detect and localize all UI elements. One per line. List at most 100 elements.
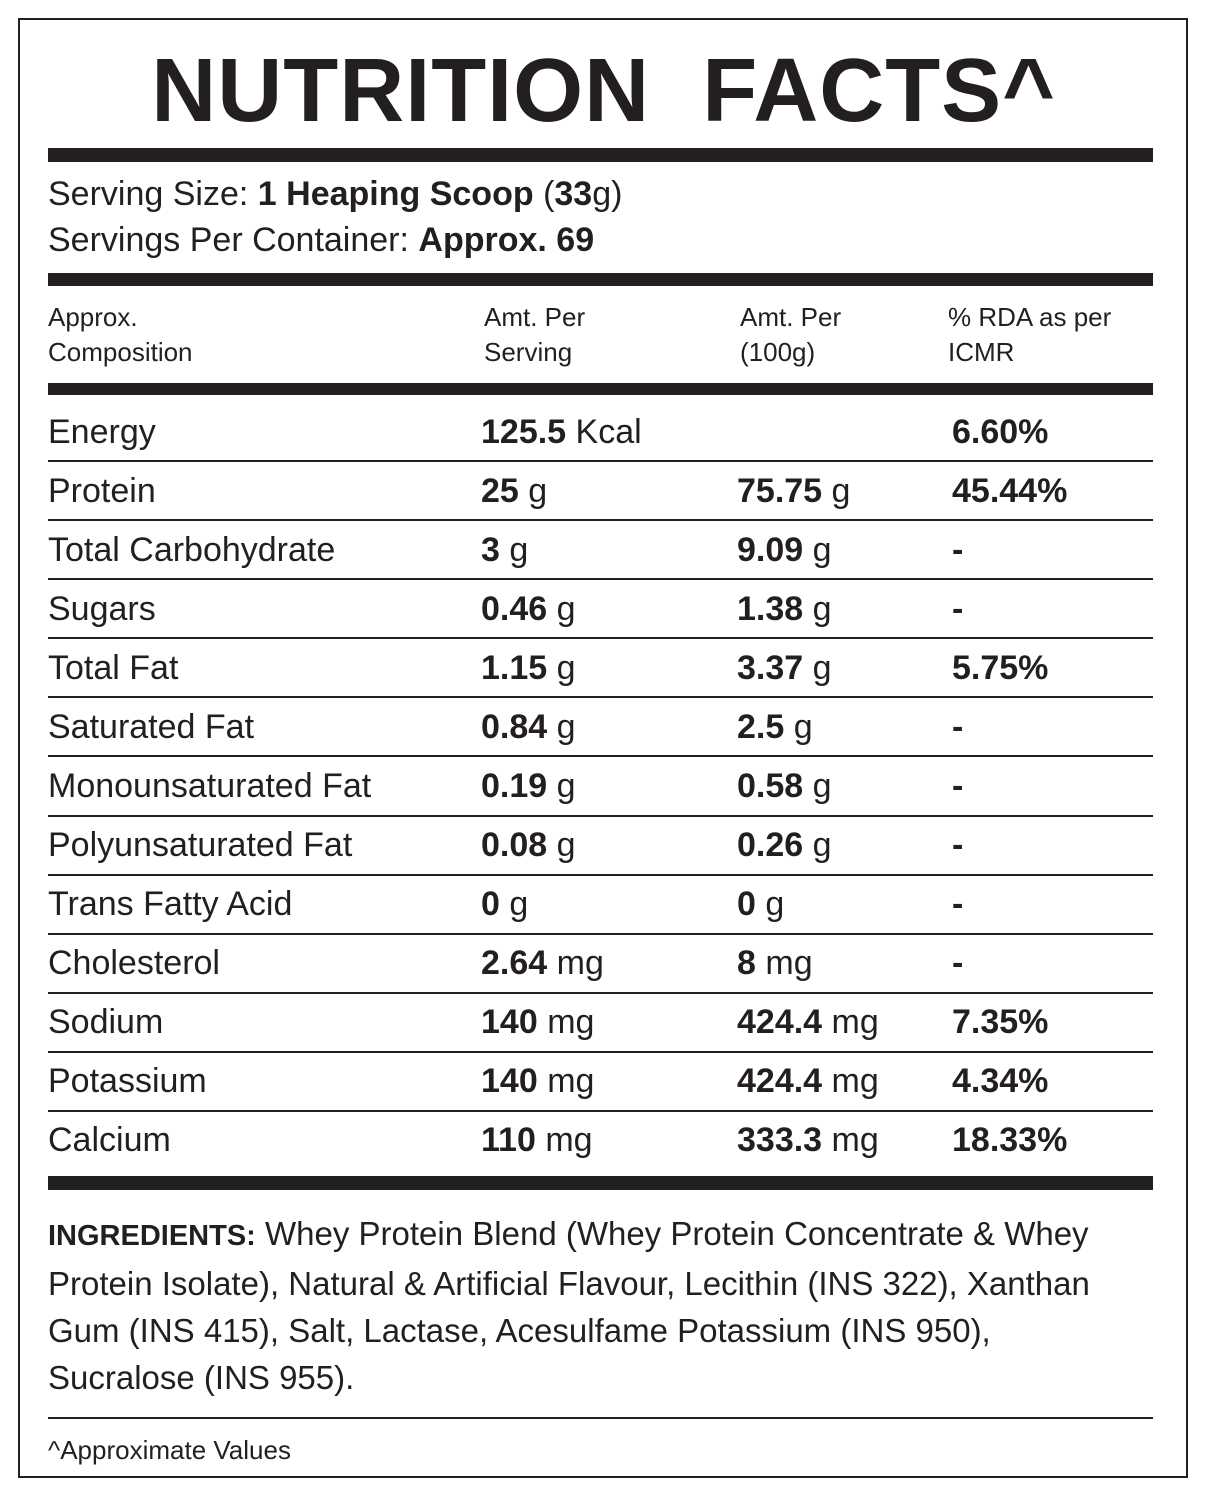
rda: 4.34% [952,1062,1049,1101]
row-divider [48,991,1153,994]
header-line: % RDA as per [948,302,1112,332]
row-divider [48,460,1153,463]
amount-unit: g [556,707,576,746]
amount: 140 mg [481,1002,594,1042]
amount-value: 0.84 [481,707,548,746]
amount-unit: g [556,589,576,628]
amount: 1.15 g [481,648,576,688]
amount-value: 2.64 [481,944,548,983]
nutrient-name: Cholesterol [48,944,220,983]
nutrient-name: Saturated Fat [48,707,255,746]
rda: - [952,530,964,569]
divider [48,383,1153,395]
weight: 33 [554,175,593,213]
unit: g) [592,175,623,213]
amount-unit: g [831,471,851,510]
amount-value: 3 [481,530,500,569]
amount-value: 0.26 [737,826,804,865]
amount-value: 140 [481,1062,538,1101]
amount-unit: g [812,589,832,628]
amount-value: 110 [481,1121,536,1160]
serving-size: Serving Size: 1 Heaping Scoop (33g) [48,175,622,214]
row-divider [48,519,1153,522]
rda: 45.44% [952,471,1068,510]
header-line: Approx. [48,302,138,332]
amount-value: 8 [737,944,756,983]
rda: 7.35% [952,1003,1049,1042]
row-divider [48,1109,1153,1112]
row-divider [48,1050,1153,1053]
rda: 18.33% [952,1121,1068,1160]
amount-value: 0.19 [481,767,548,805]
amount-value: 25 [481,471,519,510]
row-divider [48,932,1153,935]
row-divider [48,873,1153,876]
amount-unit: g [528,471,548,510]
amount-value: 0.58 [737,767,804,805]
rda: - [952,707,964,746]
amount-value: 0.08 [481,826,548,865]
amount-unit: g [812,648,832,687]
amount-value: 0 [737,885,756,924]
amount: 3 g [481,530,528,570]
amount-value: 75.75 [737,471,823,510]
amount-unit: mg [547,1062,595,1101]
amount-value: 2.5 [737,707,785,746]
amount-unit: mg [831,1121,879,1160]
amount-unit: g [556,648,576,687]
amount: 25 g [481,471,547,511]
nutrient-name: Protein [48,471,156,510]
amount-unit: g [556,826,576,865]
title: NUTRITION FACTS^ [151,41,1056,141]
amount: 2.64 mg [481,943,604,983]
amount-unit: g [509,530,529,569]
nutrient-name: Monounsaturated Fat [48,767,372,805]
amount-unit: g [556,767,576,805]
amount-unit: g [793,707,813,746]
amount-value: 140 [481,1003,538,1042]
rda: - [952,826,964,865]
amount-unit: Kcal [575,412,642,451]
paren: ( [543,175,555,213]
amount-value: 424.4 [737,1003,823,1042]
amount-unit: mg [545,1121,593,1160]
value: Approx. 69 [418,221,595,259]
amount: 140 mg [481,1061,594,1101]
amount-unit: g [812,767,832,805]
amount: 0.26 g [737,825,832,865]
ingredients-text: Whey Protein Blend (Whey Protein Concent… [48,1215,1090,1396]
rda: 6.60% [952,412,1049,451]
rda: - [952,589,964,628]
amount-unit: g [812,826,832,865]
amount-unit: mg [547,1003,595,1042]
nutrient-name: Trans Fatty Acid [48,885,293,924]
column-header: % RDA as per ICMR [948,300,1111,370]
amount: 0 g [481,884,528,924]
amount: 0.58 g [737,766,832,806]
amount-value: 1.38 [737,589,804,628]
nutrient-name: Total Carbohydrate [48,530,336,569]
amount: 75.75 g [737,471,850,511]
row-divider [48,696,1153,699]
amount-value: 1.15 [481,648,548,687]
nutrient-name: Potassium [48,1062,207,1101]
amount-unit: mg [831,1003,879,1042]
header-line: ICMR [948,337,1015,367]
amount: 9.09 g [737,530,832,570]
footnote: ^Approximate Values [48,1435,291,1465]
divider [48,1176,1153,1190]
label: Serving Size: [48,175,249,213]
amount-unit: g [509,885,529,924]
divider [48,273,1153,286]
amount: 110 mg [481,1120,593,1160]
amount: 0 g [737,884,784,924]
label: Servings Per Container: [48,221,409,259]
amount-unit: mg [831,1062,879,1101]
nutrient-name: Polyunsaturated Fat [48,826,353,865]
rda: - [952,767,964,805]
amount-value: 9.09 [737,530,804,569]
header-line: Composition [48,337,193,367]
amount-value: 0 [481,885,500,924]
header-line: Amt. Per [740,302,842,332]
